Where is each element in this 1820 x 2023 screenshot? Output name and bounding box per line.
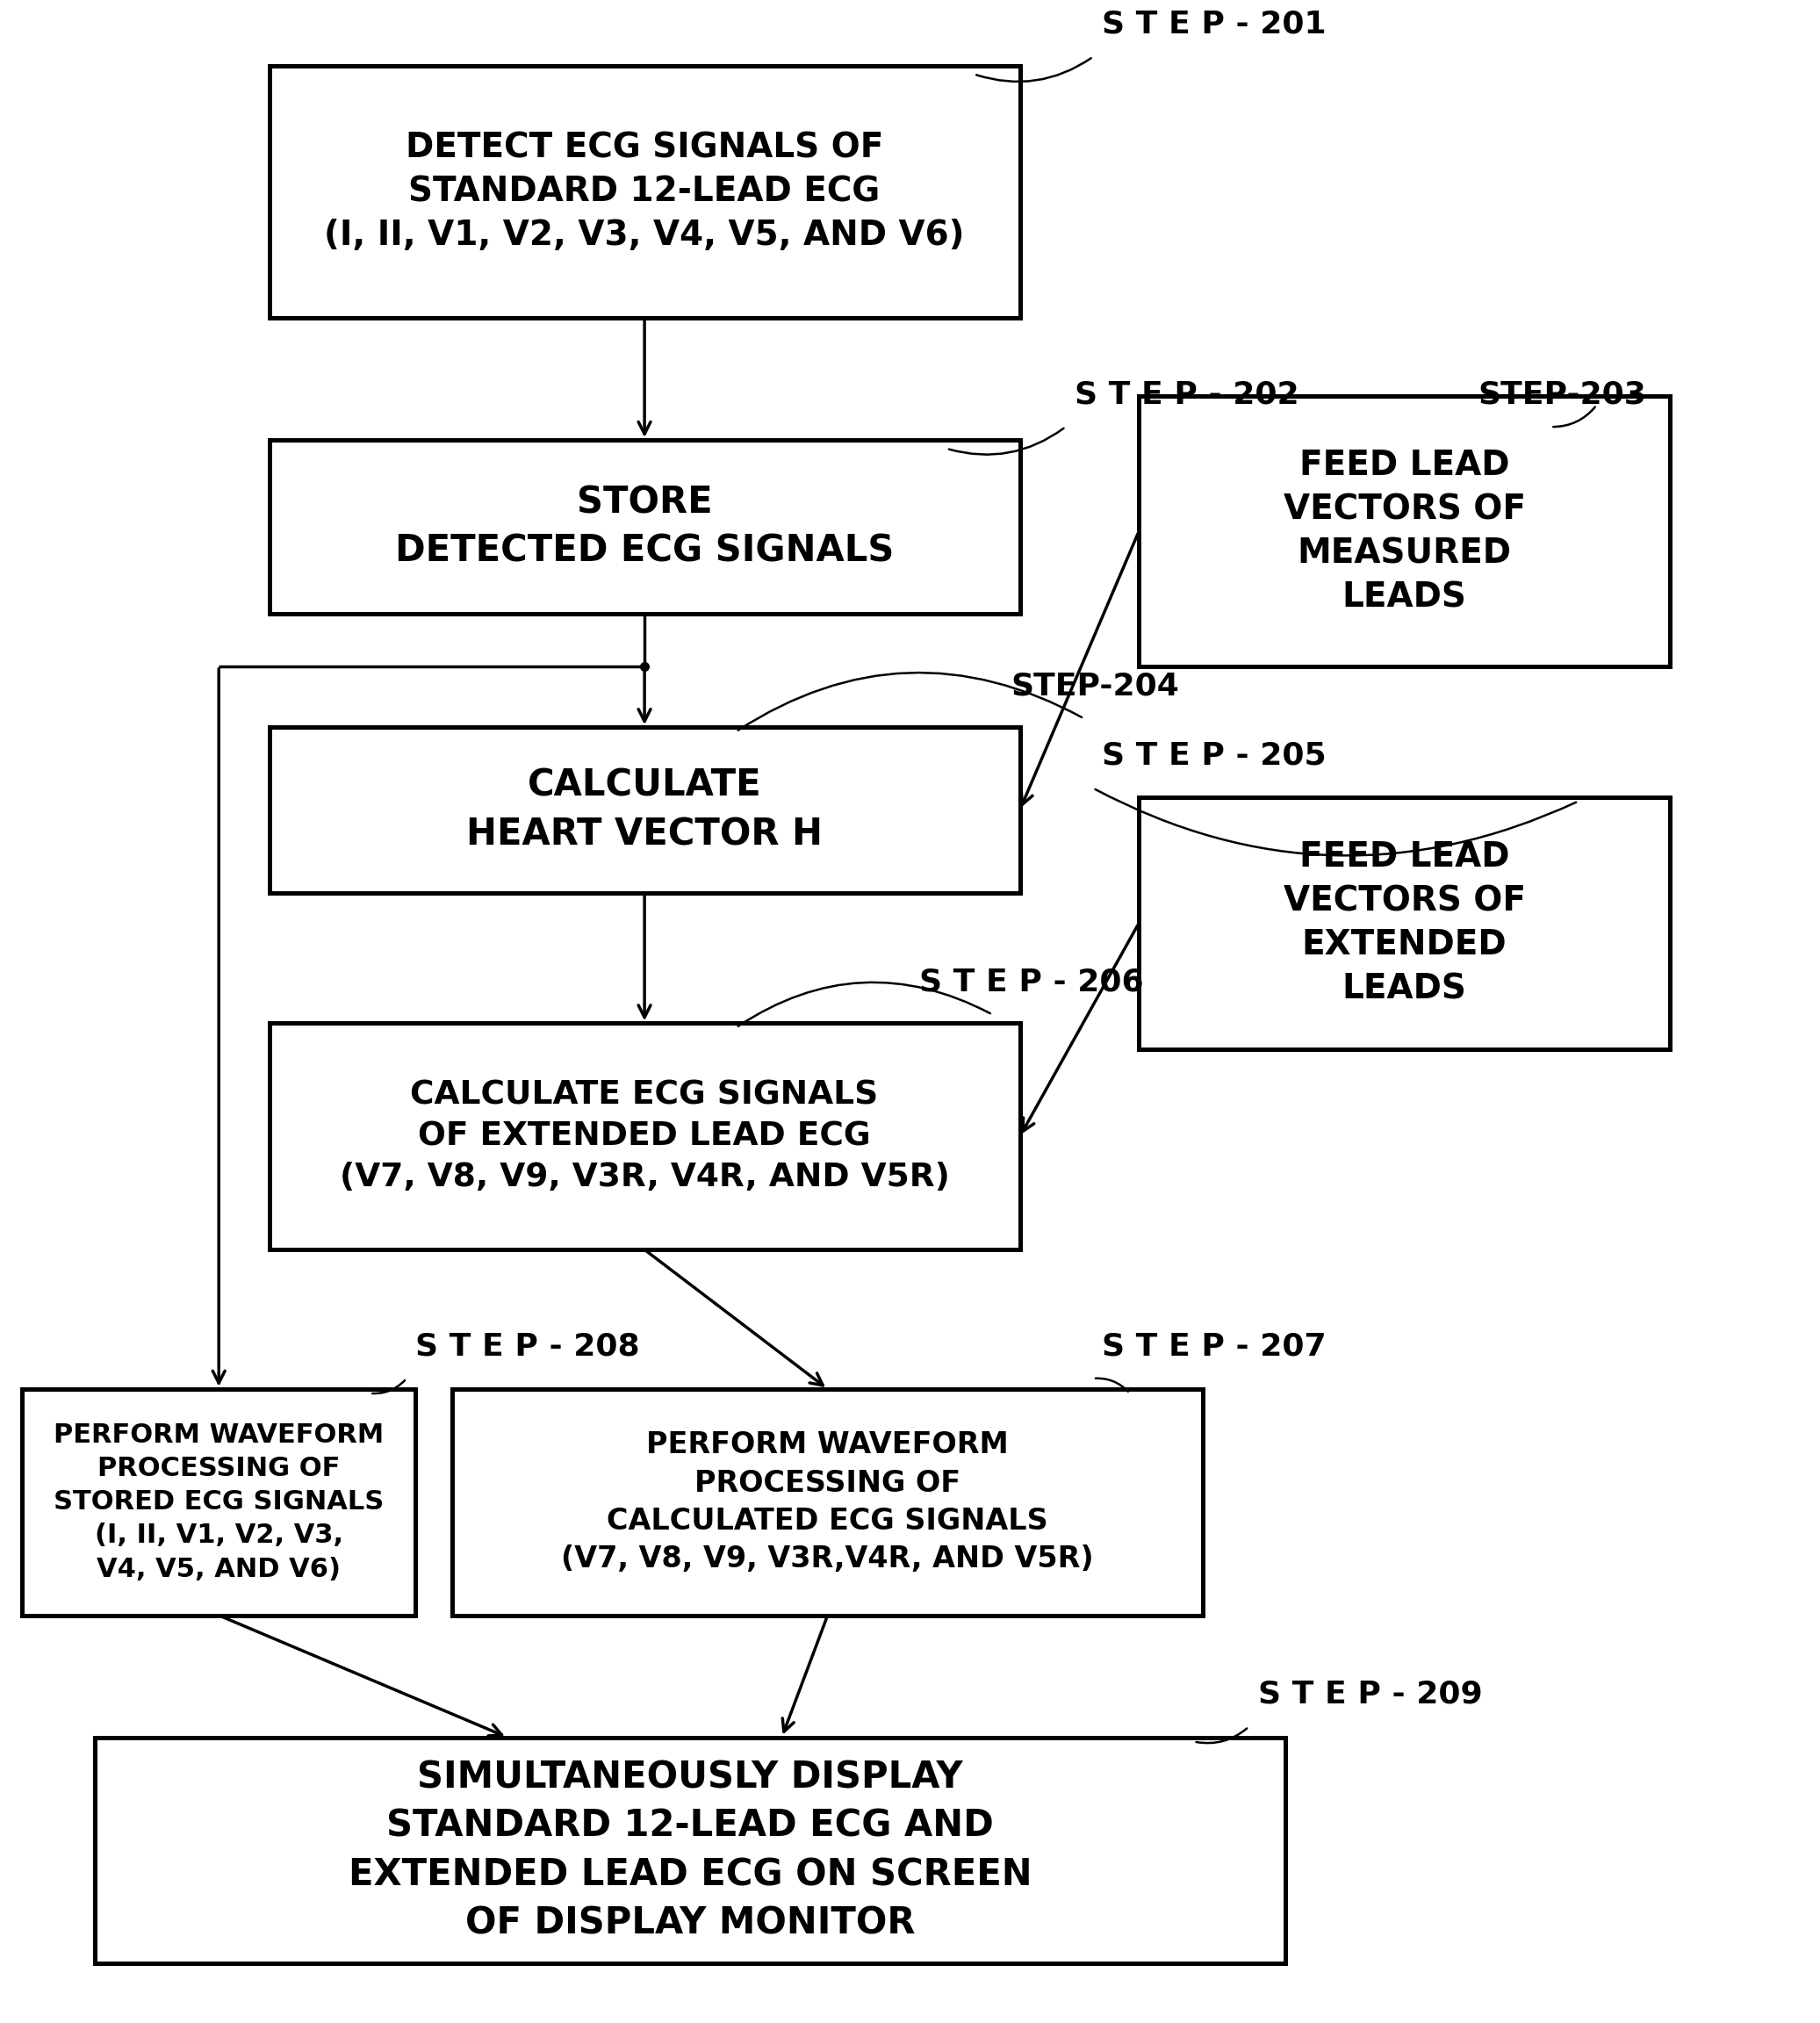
Bar (269, 1024, 1019, 1250)
Bar (1139, 397, 1671, 666)
Text: PERFORM WAVEFORM
PROCESSING OF
STORED ECG SIGNALS
(I, II, V1, V2, V3,
V4, V5, AN: PERFORM WAVEFORM PROCESSING OF STORED EC… (53, 1422, 384, 1582)
Text: S T E P - 202: S T E P - 202 (1076, 380, 1299, 409)
Text: STEP-204: STEP-204 (1010, 672, 1179, 702)
Bar (269, 65, 1019, 318)
Text: S T E P - 209: S T E P - 209 (1258, 1679, 1483, 1709)
Text: FEED LEAD
VECTORS OF
EXTENDED
LEADS: FEED LEAD VECTORS OF EXTENDED LEADS (1283, 842, 1525, 1005)
Bar (269, 726, 1019, 892)
Text: S T E P - 208: S T E P - 208 (415, 1331, 641, 1361)
Text: STORE
DETECTED ECG SIGNALS: STORE DETECTED ECG SIGNALS (395, 483, 894, 570)
Bar (1139, 797, 1671, 1050)
Text: STEP-203: STEP-203 (1478, 380, 1645, 409)
Bar (95, 1738, 1285, 1964)
Text: FEED LEAD
VECTORS OF
MEASURED
LEADS: FEED LEAD VECTORS OF MEASURED LEADS (1283, 449, 1525, 613)
Bar (269, 439, 1019, 615)
Text: S T E P - 206: S T E P - 206 (919, 967, 1143, 997)
Bar (451, 1390, 1203, 1614)
Text: DETECT ECG SIGNALS OF
STANDARD 12-LEAD ECG
(I, II, V1, V2, V3, V4, V5, AND V6): DETECT ECG SIGNALS OF STANDARD 12-LEAD E… (324, 131, 965, 253)
Text: S T E P - 201: S T E P - 201 (1103, 10, 1327, 38)
Text: CALCULATE ECG SIGNALS
OF EXTENDED LEAD ECG
(V7, V8, V9, V3R, V4R, AND V5R): CALCULATE ECG SIGNALS OF EXTENDED LEAD E… (340, 1078, 950, 1194)
Text: PERFORM WAVEFORM
PROCESSING OF
CALCULATED ECG SIGNALS
(V7, V8, V9, V3R,V4R, AND : PERFORM WAVEFORM PROCESSING OF CALCULATE… (561, 1430, 1094, 1574)
Text: S T E P - 205: S T E P - 205 (1103, 740, 1327, 771)
Text: SIMULTANEOUSLY DISPLAY
STANDARD 12-LEAD ECG AND
EXTENDED LEAD ECG ON SCREEN
OF D: SIMULTANEOUSLY DISPLAY STANDARD 12-LEAD … (348, 1760, 1032, 1942)
Text: S T E P - 207: S T E P - 207 (1103, 1331, 1327, 1361)
Bar (22, 1390, 415, 1614)
Text: CALCULATE
HEART VECTOR H: CALCULATE HEART VECTOR H (466, 767, 823, 852)
